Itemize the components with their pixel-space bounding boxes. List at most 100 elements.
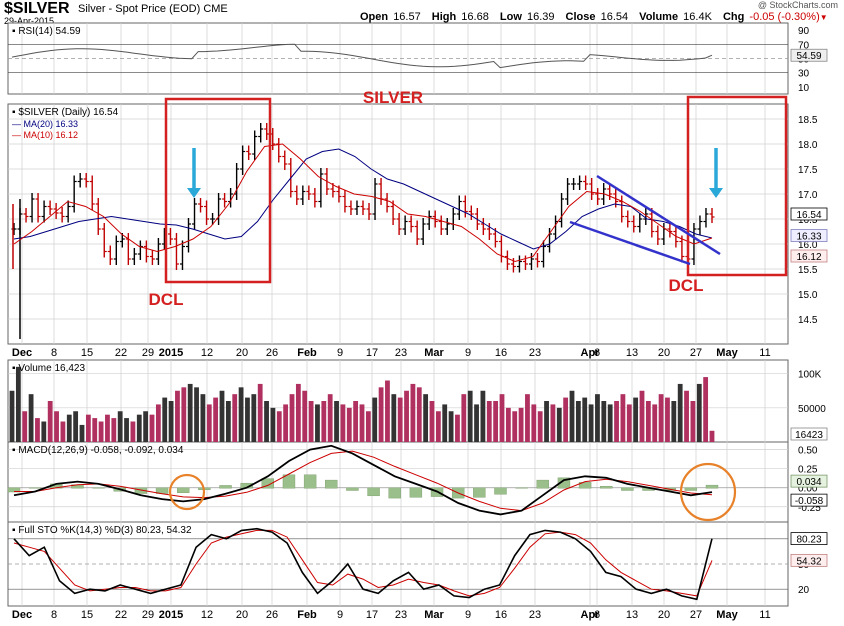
ma10-value-label-box [790,249,828,263]
ohlc-bar [95,198,101,235]
price-y-tick-label: 14.5 [798,315,818,326]
macd-highlight-circle-april [679,462,737,522]
volume-label: Volume [639,11,679,23]
ohlc-bar [396,213,402,235]
volume-bar [168,401,174,442]
volume-bar [359,404,365,442]
ohlc-bar [246,145,252,160]
macd-histogram-bar [7,487,21,493]
volume-bar [537,411,543,442]
ohlc-bar [709,208,715,223]
volume-bar [455,414,460,442]
low-value: 16.39 [526,11,555,23]
volume-bar [518,407,524,442]
ohlc-bar [408,215,414,233]
volume-bar [569,390,575,442]
ohlc-bar [559,193,565,228]
macd-histogram-bar [684,487,698,491]
down-triangle-icon: ▼ [819,13,828,22]
sto-x-tick-label: 20 [658,609,670,621]
volume-bar [397,397,403,442]
ohlc-bar [312,188,318,208]
volume-bar [690,401,696,442]
ohlc-bar [131,248,137,265]
ma10-line [13,143,713,263]
volume-bar [652,404,658,442]
ohlc-bar [252,130,258,160]
ohlc-bar [571,178,577,190]
highlight-box-april [686,95,788,277]
sto-x-tick-label: 20 [236,609,248,621]
volume-bar [219,390,225,442]
macd-histogram-bar [409,487,423,498]
rsi-value-label-box [790,48,828,62]
sto-x-tick-label: 8 [51,609,57,621]
ohlc-bar [390,200,396,225]
volume-bar [626,404,632,442]
ohlc-bar [41,200,47,223]
sto-x-tick-label: 12 [201,609,213,621]
chg-label: Chg [722,11,745,23]
low-label: Low [499,11,522,23]
wedge-lower-line [569,220,691,266]
price-legend: ▪ $SILVER (Daily) 16.54 [12,107,119,118]
macd-y-tick-label: -0.25 [798,503,821,514]
macd-histogram-bar [473,487,486,498]
volume-bar [442,404,448,442]
volume-bar [461,394,467,442]
volume-bar [289,394,295,442]
ohlc-bar [426,210,432,230]
ohlc-bar [547,228,553,253]
volume-bar [117,411,123,442]
volume-bar [595,394,600,442]
price-x-tick-label: 11 [759,347,770,359]
volume-bar [365,411,371,442]
ohlc-bar [276,138,282,163]
volume-bar [423,394,429,442]
price-x-tick-label: 13 [626,347,638,359]
ohlc-bar [697,215,703,235]
volume-bar [416,387,422,442]
volume-bar [378,387,384,442]
volume-bar [60,421,66,442]
volume-bar [512,411,518,442]
volume-value-label-box [790,427,828,441]
price-x-tick-label: 8 [51,347,57,359]
sto-x-tick-label: 23 [529,609,541,621]
volume-bar [194,387,199,442]
ohlc-bar [607,183,613,200]
sto-y-tick-label: 20 [798,585,810,596]
ma20-line [13,148,713,250]
macd-histogram-bar [28,487,42,489]
volume-bar [270,407,276,442]
volume-bar [257,383,263,442]
volume-bar [54,411,59,442]
macd-histogram-bar [494,487,507,495]
volume-bar [607,404,613,442]
price-x-tick-label: Dec [12,347,32,359]
price-x-tick-label: 20 [658,347,670,359]
volume-bar [79,424,85,442]
ohlc-bar [528,253,534,270]
sto-x-tick-label: 26 [266,609,278,621]
ohlc-bar [516,255,522,273]
macd-histogram-bar [515,487,528,489]
volume-bar [200,394,206,442]
highlight-box-january [164,97,272,284]
sto-k-value-label: 80.23 [796,535,821,546]
volume-bar [525,394,530,442]
rsi-y-tick-label: 70 [798,40,810,51]
ohlc-bar [23,208,29,223]
ohlc-bar [330,183,336,198]
ohlc-readout: Open 16.57 High 16.68 Low 16.39 Close 16… [360,11,828,23]
volume-bar [187,383,193,442]
price-x-tick-label: 6 [594,347,600,359]
macd-line [13,444,713,516]
ohlc-bar [360,200,366,215]
rsi-legend: ▪ RSI(14) 54.59 [12,26,81,37]
ohlc-bar [173,233,179,270]
rsi-y-tick-label: 30 [798,69,810,80]
volume-bar [474,404,479,442]
ohlc-bar [89,175,95,210]
macd-histogram-bar [219,485,232,489]
